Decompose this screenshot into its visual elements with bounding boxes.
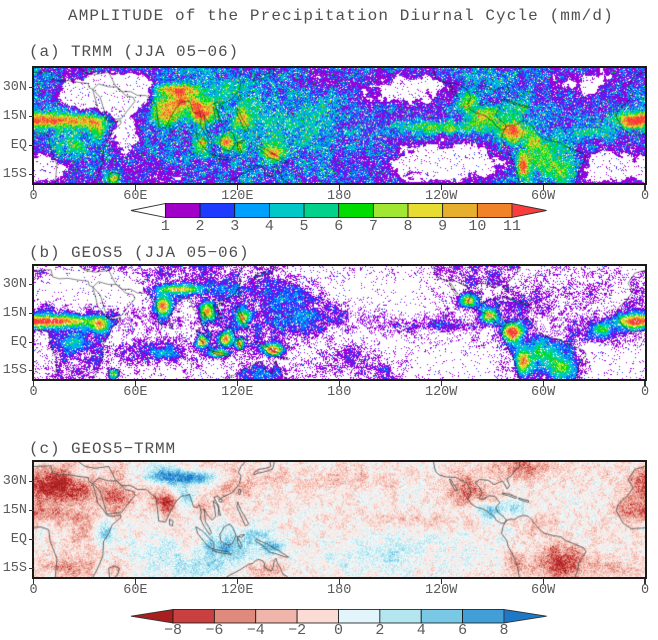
svg-text:5: 5 bbox=[300, 218, 309, 235]
svg-text:1: 1 bbox=[161, 218, 170, 235]
svg-text:7: 7 bbox=[369, 218, 378, 235]
svg-text:0: 0 bbox=[334, 622, 343, 639]
svg-text:4: 4 bbox=[265, 218, 274, 235]
svg-text:8: 8 bbox=[404, 218, 413, 235]
svg-text:−4: −4 bbox=[247, 622, 265, 639]
svg-text:−2: −2 bbox=[288, 622, 306, 639]
svg-text:10: 10 bbox=[468, 218, 486, 235]
svg-text:6: 6 bbox=[334, 218, 343, 235]
svg-text:3: 3 bbox=[230, 218, 239, 235]
svg-text:−8: −8 bbox=[164, 622, 182, 639]
svg-text:11: 11 bbox=[503, 218, 521, 235]
svg-text:−6: −6 bbox=[205, 622, 223, 639]
svg-text:4: 4 bbox=[417, 622, 426, 639]
svg-text:9: 9 bbox=[438, 218, 447, 235]
svg-text:8: 8 bbox=[499, 622, 508, 639]
svg-text:2: 2 bbox=[375, 622, 384, 639]
svg-text:2: 2 bbox=[196, 218, 205, 235]
svg-text:6: 6 bbox=[458, 622, 467, 639]
